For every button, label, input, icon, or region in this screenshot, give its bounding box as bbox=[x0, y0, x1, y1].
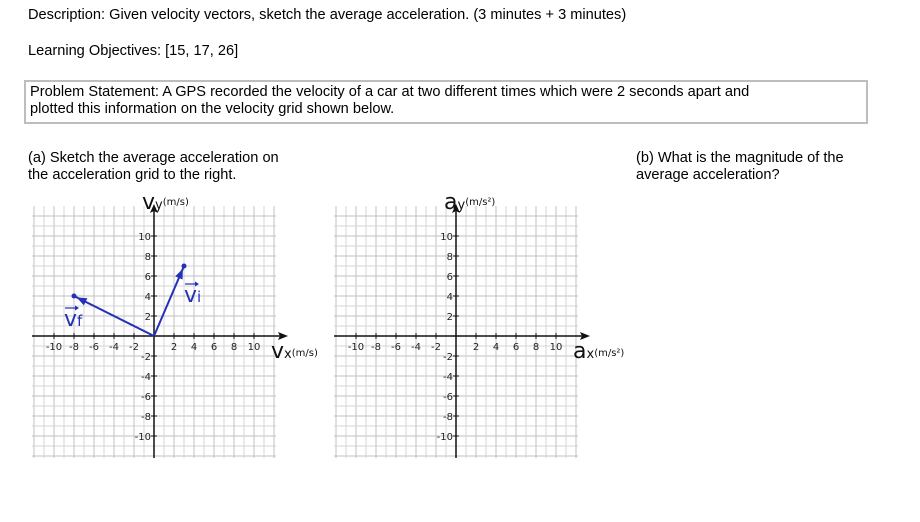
velocity-y-tick-label: 2 bbox=[145, 312, 151, 323]
vector-vf-endpoint bbox=[71, 293, 77, 299]
velocity-y-axis-label: vy(m/s) bbox=[142, 190, 189, 215]
velocity-x-axis-label: vx(m/s) bbox=[271, 339, 318, 364]
acceleration-y-arrow bbox=[452, 204, 460, 213]
velocity-y-tick-label: -6 bbox=[141, 392, 151, 403]
learning-objectives: Learning Objectives: [15, 17, 26] bbox=[28, 43, 239, 59]
acceleration-x-tick-label: 6 bbox=[513, 342, 519, 353]
velocity-x-tick-label: -8 bbox=[69, 342, 79, 353]
velocity-x-tick-label: -10 bbox=[46, 342, 62, 353]
acceleration-x-tick-label: -8 bbox=[371, 342, 381, 353]
velocity-y-tick-label: 8 bbox=[145, 252, 151, 263]
part-a-line2: the acceleration grid to the right. bbox=[28, 167, 237, 183]
velocity-x-tick-label: 8 bbox=[231, 342, 237, 353]
acceleration-y-tick-label: -4 bbox=[443, 372, 453, 383]
vector-vf-arrowhead bbox=[76, 297, 88, 306]
velocity-y-tick-label: -4 bbox=[141, 372, 151, 383]
vector-vi-label: vi bbox=[184, 283, 201, 308]
velocity-x-tick-label: 4 bbox=[191, 342, 197, 353]
vector-vi-endpoint bbox=[181, 263, 187, 269]
acceleration-y-axis-label: ay(m/s²) bbox=[444, 190, 495, 215]
acceleration-x-tick-label: 2 bbox=[473, 342, 479, 353]
velocity-x-tick-label: -4 bbox=[109, 342, 119, 353]
velocity-y-tick-label: 6 bbox=[145, 272, 151, 283]
acceleration-y-tick-label: 6 bbox=[447, 272, 453, 283]
acceleration-x-tick-label: -10 bbox=[348, 342, 364, 353]
velocity-y-tick-label: -8 bbox=[141, 412, 151, 423]
acceleration-y-tick-label: -8 bbox=[443, 412, 453, 423]
acceleration-x-tick-label: -4 bbox=[411, 342, 421, 353]
acceleration-x-tick-label: -2 bbox=[431, 342, 441, 353]
problem-statement-line1: Problem Statement: A GPS recorded the ve… bbox=[30, 84, 750, 100]
acceleration-y-tick-label: -10 bbox=[437, 432, 453, 443]
acceleration-y-tick-label: -6 bbox=[443, 392, 453, 403]
velocity-x-tick-label: -2 bbox=[129, 342, 139, 353]
vector-vf bbox=[73, 295, 155, 337]
velocity-x-tick-label: 6 bbox=[211, 342, 217, 353]
acceleration-x-tick-label: 8 bbox=[533, 342, 539, 353]
acceleration-grid bbox=[334, 206, 578, 458]
acceleration-y-tick-label: 4 bbox=[447, 292, 453, 303]
part-b-line2: average acceleration? bbox=[636, 167, 780, 183]
velocity-y-arrow bbox=[150, 204, 158, 213]
vector-vi-arrowhead bbox=[175, 268, 183, 280]
part-a-line1: (a) Sketch the average acceleration on bbox=[28, 150, 279, 166]
velocity-x-arrow bbox=[278, 332, 288, 340]
vector-vf-label: vf bbox=[64, 307, 83, 332]
acceleration-y-tick-label: 8 bbox=[447, 252, 453, 263]
acceleration-x-tick-label: 4 bbox=[493, 342, 499, 353]
velocity-y-tick-label: -2 bbox=[141, 352, 151, 363]
part-b-line1: (b) What is the magnitude of the bbox=[636, 150, 844, 166]
acceleration-x-tick-label: 10 bbox=[550, 342, 563, 353]
description-text: Description: Given velocity vectors, ske… bbox=[28, 7, 627, 23]
acceleration-y-tick-label: -2 bbox=[443, 352, 453, 363]
velocity-x-tick-label: 10 bbox=[248, 342, 261, 353]
velocity-y-tick-label: 4 bbox=[145, 292, 151, 303]
acceleration-x-axis-label: ax(m/s²) bbox=[573, 339, 624, 364]
velocity-x-tick-label: 2 bbox=[171, 342, 177, 353]
velocity-x-tick-label: -6 bbox=[89, 342, 99, 353]
problem-statement-box: Problem Statement: A GPS recorded the ve… bbox=[24, 80, 868, 124]
acceleration-x-arrow bbox=[580, 332, 590, 340]
vector-vi-label-arrowhead bbox=[195, 281, 199, 287]
acceleration-x-tick-label: -6 bbox=[391, 342, 401, 353]
problem-statement-line2: plotted this information on the velocity… bbox=[30, 101, 395, 117]
acceleration-y-tick-label: 10 bbox=[440, 232, 453, 243]
velocity-y-tick-label: -10 bbox=[135, 432, 151, 443]
vector-vf-label-arrowhead bbox=[75, 305, 79, 311]
acceleration-y-tick-label: 2 bbox=[447, 312, 453, 323]
velocity-y-tick-label: 10 bbox=[138, 232, 151, 243]
